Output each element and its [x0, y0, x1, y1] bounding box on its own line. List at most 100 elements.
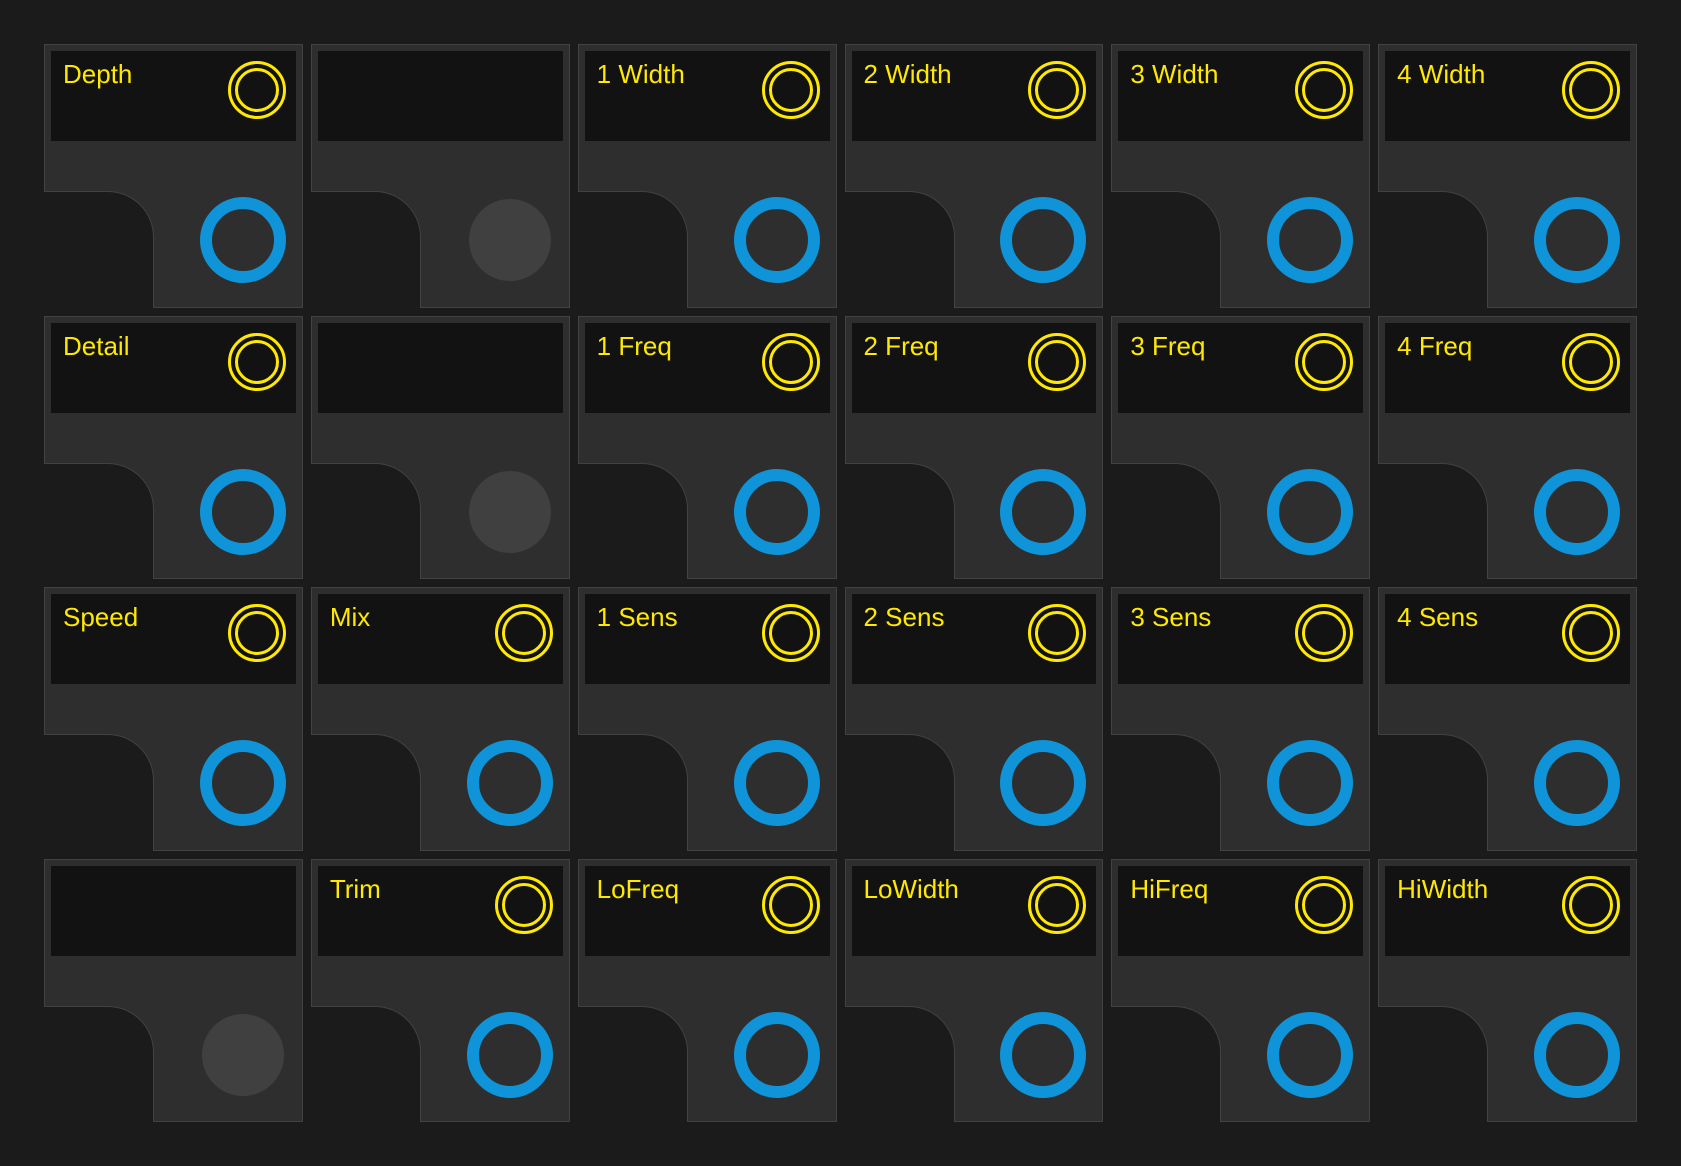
display-3-sens-2-4: 3 Sens	[1118, 594, 1363, 684]
knob-mix-2-1[interactable]	[467, 740, 553, 826]
value-ring-icon	[1562, 876, 1620, 934]
knob-speed-2-0[interactable]	[200, 740, 286, 826]
panel-notch	[311, 734, 421, 851]
knob-empty-3-0[interactable]	[200, 1012, 286, 1098]
display-detail-1-0: Detail	[51, 323, 296, 413]
module-lower	[312, 962, 569, 1122]
module-hiwidth-3-5: HiWidth	[1378, 859, 1637, 1123]
knob-3-sens-2-4[interactable]	[1267, 740, 1353, 826]
display-speed-2-0: Speed	[51, 594, 296, 684]
display-hifreq-3-4: HiFreq	[1118, 866, 1363, 956]
value-ring-icon	[228, 604, 286, 662]
panel-notch	[1111, 463, 1221, 580]
display-trim-3-1: Trim	[318, 866, 563, 956]
knob-empty-1-1[interactable]	[467, 469, 553, 555]
knob-2-freq-1-3[interactable]	[1000, 469, 1086, 555]
value-ring-icon	[495, 876, 553, 934]
panel-notch	[1111, 1006, 1221, 1123]
module-lower	[579, 419, 836, 579]
value-ring-icon	[1562, 61, 1620, 119]
module-1-width-0-2: 1 Width	[578, 44, 837, 308]
value-ring-icon	[1295, 604, 1353, 662]
knob-lofreq-3-2[interactable]	[734, 1012, 820, 1098]
value-ring-icon	[1295, 876, 1353, 934]
module-trim-3-1: Trim	[311, 859, 570, 1123]
panel-notch	[1378, 463, 1488, 580]
value-ring-icon	[1028, 876, 1086, 934]
param-label: Depth	[63, 61, 132, 87]
value-ring-icon	[1562, 604, 1620, 662]
param-label: 2 Sens	[864, 604, 945, 630]
module-2-width-0-3: 2 Width	[845, 44, 1104, 308]
param-label: 2 Width	[864, 61, 952, 87]
knob-hifreq-3-4[interactable]	[1267, 1012, 1353, 1098]
display-1-width-0-2: 1 Width	[585, 51, 830, 141]
panel-notch	[845, 1006, 955, 1123]
panel-notch	[1378, 191, 1488, 308]
module-lower	[846, 419, 1103, 579]
display-4-freq-1-5: 4 Freq	[1385, 323, 1630, 413]
panel-notch	[845, 463, 955, 580]
knob-1-freq-1-2[interactable]	[734, 469, 820, 555]
display-4-sens-2-5: 4 Sens	[1385, 594, 1630, 684]
value-ring-icon	[1295, 333, 1353, 391]
param-label: 4 Freq	[1397, 333, 1472, 359]
module-3-freq-1-4: 3 Freq	[1111, 316, 1370, 580]
param-label: Speed	[63, 604, 138, 630]
panel-notch	[44, 463, 154, 580]
param-label: Trim	[330, 876, 381, 902]
module-lower	[45, 147, 302, 307]
display-3-width-0-4: 3 Width	[1118, 51, 1363, 141]
display-empty-0-1	[318, 51, 563, 141]
module-lower	[579, 962, 836, 1122]
module-4-width-0-5: 4 Width	[1378, 44, 1637, 308]
knob-3-freq-1-4[interactable]	[1267, 469, 1353, 555]
display-3-freq-1-4: 3 Freq	[1118, 323, 1363, 413]
param-label: 3 Freq	[1130, 333, 1205, 359]
module-lower	[579, 147, 836, 307]
module-depth-0-0: Depth	[44, 44, 303, 308]
panel-notch	[578, 734, 688, 851]
knob-detail-1-0[interactable]	[200, 469, 286, 555]
value-ring-icon	[1028, 604, 1086, 662]
module-detail-1-0: Detail	[44, 316, 303, 580]
value-ring-icon	[762, 61, 820, 119]
value-ring-icon	[762, 333, 820, 391]
display-2-freq-1-3: 2 Freq	[852, 323, 1097, 413]
knob-trim-3-1[interactable]	[467, 1012, 553, 1098]
value-ring-icon	[1028, 61, 1086, 119]
param-label: HiWidth	[1397, 876, 1488, 902]
knob-hiwidth-3-5[interactable]	[1534, 1012, 1620, 1098]
param-label: 1 Width	[597, 61, 685, 87]
display-lofreq-3-2: LoFreq	[585, 866, 830, 956]
knob-2-width-0-3[interactable]	[1000, 197, 1086, 283]
param-label: 3 Sens	[1130, 604, 1211, 630]
display-1-freq-1-2: 1 Freq	[585, 323, 830, 413]
module-3-sens-2-4: 3 Sens	[1111, 587, 1370, 851]
panel-notch	[578, 463, 688, 580]
knob-4-width-0-5[interactable]	[1534, 197, 1620, 283]
param-label: Mix	[330, 604, 370, 630]
knob-lowidth-3-3[interactable]	[1000, 1012, 1086, 1098]
knob-2-sens-2-3[interactable]	[1000, 740, 1086, 826]
knob-3-width-0-4[interactable]	[1267, 197, 1353, 283]
module-lower	[1379, 147, 1636, 307]
knob-1-width-0-2[interactable]	[734, 197, 820, 283]
knob-rack: Depth	[0, 0, 1681, 1166]
value-ring-icon	[1028, 333, 1086, 391]
knob-1-sens-2-2[interactable]	[734, 740, 820, 826]
knob-4-sens-2-5[interactable]	[1534, 740, 1620, 826]
param-label: 1 Freq	[597, 333, 672, 359]
value-ring-icon	[228, 333, 286, 391]
value-ring-icon	[1562, 333, 1620, 391]
display-lowidth-3-3: LoWidth	[852, 866, 1097, 956]
knob-4-freq-1-5[interactable]	[1534, 469, 1620, 555]
knob-empty-0-1[interactable]	[467, 197, 553, 283]
display-empty-3-0	[51, 866, 296, 956]
panel-notch	[311, 191, 421, 308]
module-2-sens-2-3: 2 Sens	[845, 587, 1104, 851]
param-label: LoFreq	[597, 876, 679, 902]
display-empty-1-1	[318, 323, 563, 413]
panel-notch	[578, 1006, 688, 1123]
knob-depth-0-0[interactable]	[200, 197, 286, 283]
